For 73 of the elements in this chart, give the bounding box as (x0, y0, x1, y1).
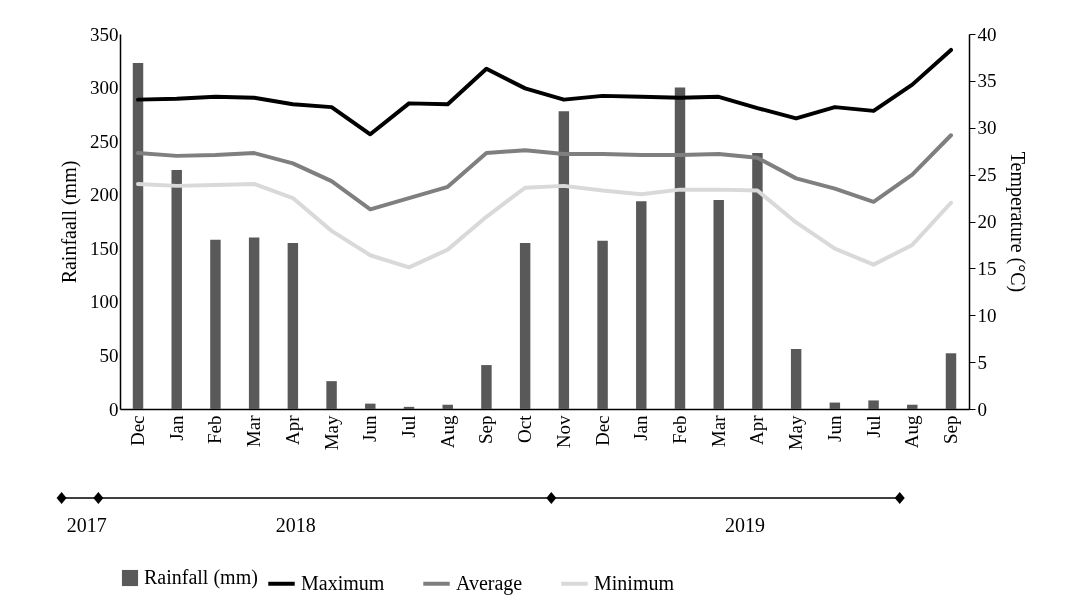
legend-label: Rainfall (mm) (144, 566, 258, 589)
x-tick-label: Mar (243, 414, 265, 448)
y2-axis-title: Temperature (°C) (1005, 151, 1029, 293)
bar (132, 62, 144, 409)
bar (597, 240, 608, 409)
y2-tick-label: 5 (977, 351, 987, 373)
bar (442, 404, 453, 409)
y-axis-title: Rainfaall (mm) (58, 160, 81, 284)
bar (636, 201, 647, 409)
x-tick-label: May (320, 415, 342, 451)
bar (674, 87, 686, 409)
y-tick-label: 300 (90, 77, 119, 99)
x-tick-label: Apr (746, 414, 768, 446)
y-tick-label: 50 (99, 344, 119, 366)
bar (210, 239, 221, 409)
x-tick-label: Feb (669, 415, 690, 444)
x-tick-label: Aug (901, 415, 923, 449)
y-tick-label: 100 (90, 291, 119, 313)
y2-tick-label: 40 (977, 23, 997, 45)
line-series (136, 182, 953, 270)
text: 2019 (724, 514, 765, 536)
y-tick-label: 250 (90, 130, 119, 152)
bar (868, 400, 879, 409)
text: 2017 (66, 514, 107, 536)
x-tick-label: Jan (630, 415, 652, 441)
x-tick-label: Nov (552, 415, 574, 449)
x-tick-label: Jun (823, 415, 845, 442)
x-tick-label: Jul (862, 415, 884, 438)
bar (790, 349, 802, 409)
x-tick-label: Aug (436, 415, 458, 449)
bar (945, 353, 957, 409)
y-tick-label: 0 (109, 398, 119, 420)
bar (365, 403, 376, 409)
text: 2018 (275, 514, 316, 536)
bar (558, 111, 570, 409)
x-tick-label: Feb (204, 415, 226, 444)
bar (713, 200, 724, 409)
bar (519, 242, 531, 409)
bar (326, 381, 337, 409)
x-tick-label: Sep (475, 415, 497, 444)
line-series (136, 133, 953, 212)
x-tick-label: Jun (359, 415, 381, 442)
bar (287, 242, 299, 409)
bar (171, 170, 182, 409)
x-tick-label: Jul (398, 415, 419, 438)
y-tick-label: 200 (90, 184, 119, 206)
bar (481, 365, 492, 409)
y2-tick-label: 15 (977, 257, 997, 279)
y-tick-label: 350 (90, 23, 119, 45)
bar (829, 402, 841, 409)
y2-tick-label: 30 (977, 117, 997, 139)
x-tick-label: Sep (940, 415, 961, 444)
y2-tick-label: 20 (977, 211, 997, 232)
line-series (136, 47, 953, 137)
legend-label: Maximum (301, 571, 385, 594)
y-tick-label: 150 (90, 237, 119, 259)
x-tick-label: Jan (165, 415, 187, 441)
y2-tick-label: 25 (977, 164, 997, 186)
y2-tick-label: 0 (977, 398, 987, 420)
x-tick-label: May (785, 415, 807, 451)
legend-label: Average (456, 571, 523, 595)
legend-label: Minimum (594, 571, 675, 594)
y2-tick-label: 10 (977, 304, 997, 326)
x-tick-label: Oct (514, 414, 536, 443)
x-tick-label: Apr (281, 414, 303, 446)
x-tick-label: Mar (707, 414, 729, 448)
bar (248, 237, 260, 409)
bar (752, 152, 763, 409)
x-tick-label: Dec (127, 415, 148, 447)
bar (907, 404, 918, 409)
bar (403, 406, 415, 409)
x-tick-label: Dec (591, 415, 613, 447)
y2-tick-label: 35 (977, 70, 997, 92)
